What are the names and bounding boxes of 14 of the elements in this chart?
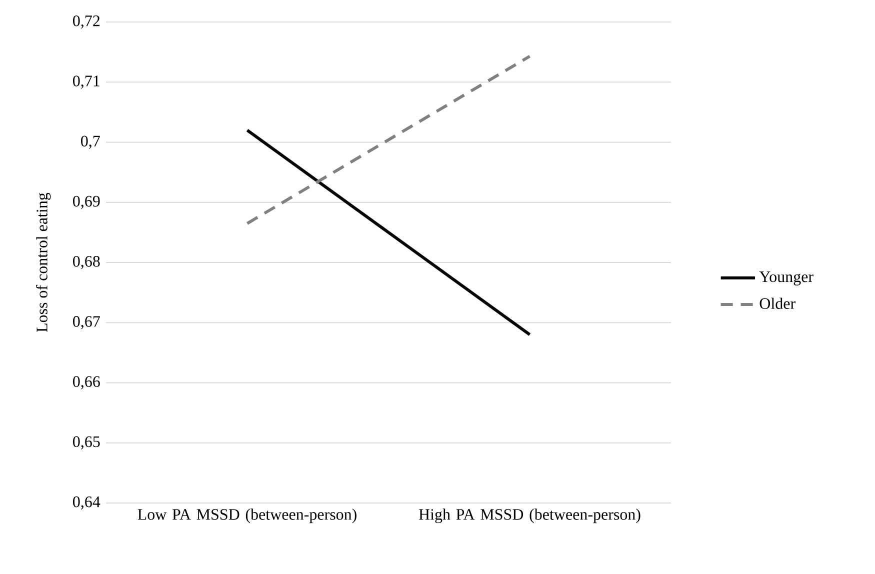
y-tick-label: 0,68 [73,256,100,270]
y-tick-label: 0,7 [81,136,100,149]
x-tick-label: Low PA MSSD (between-person) [138,508,356,524]
x-tick-label: High PA MSSD (between-person) [418,508,640,524]
y-tick-label: 0,64 [73,496,100,510]
y-tick-label: 0,69 [73,196,100,209]
legend-label: Older [760,298,796,309]
y-axis-title: Loss of control eating [36,192,51,332]
y-tick-label: 0,72 [73,15,100,29]
y-tick-label: 0,66 [73,376,100,390]
legend-label: Younger [759,271,814,286]
y-tick-label: 0,71 [73,76,100,89]
y-tick-label: 0,65 [73,436,100,450]
y-tick-label: 0,67 [73,316,100,330]
